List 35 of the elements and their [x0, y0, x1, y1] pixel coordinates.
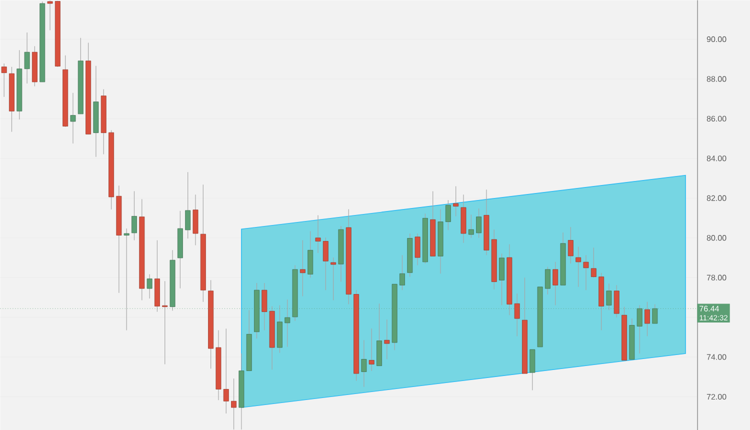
candlestick: [568, 226, 574, 264]
candlestick: [384, 318, 390, 360]
candlestick: [146, 274, 152, 299]
candlestick: [414, 232, 420, 266]
candlestick: [47, 0, 53, 30]
candlestick: [453, 186, 459, 216]
candlestick: [300, 240, 306, 296]
candlestick: [468, 214, 474, 238]
candlestick: [70, 92, 76, 144]
candlestick: [330, 257, 336, 300]
candlestick: [614, 284, 620, 318]
candlestick: [1, 62, 7, 97]
candlestick: [231, 378, 237, 430]
candlestick: [644, 301, 650, 336]
candlestick: [361, 340, 367, 387]
candlestick: [590, 247, 596, 278]
candlestick: [322, 236, 328, 290]
candlestick: [552, 261, 558, 306]
candlestick: [368, 328, 374, 372]
candlestick: [124, 228, 130, 330]
candlestick: [476, 208, 482, 238]
candlestick: [530, 348, 536, 390]
candlestick: [185, 172, 191, 239]
candlestick: [583, 254, 589, 290]
candlestick: [132, 190, 137, 240]
candlestick: [445, 200, 451, 230]
candlestick: [24, 32, 30, 84]
candlestick: [576, 246, 582, 288]
candlestick: [162, 280, 168, 364]
candlestick: [544, 266, 550, 295]
candlestick: [499, 253, 504, 306]
candlestick: [400, 254, 405, 290]
candlestick: [315, 214, 321, 254]
candlestick: [223, 328, 229, 414]
candlestick: [192, 194, 198, 246]
